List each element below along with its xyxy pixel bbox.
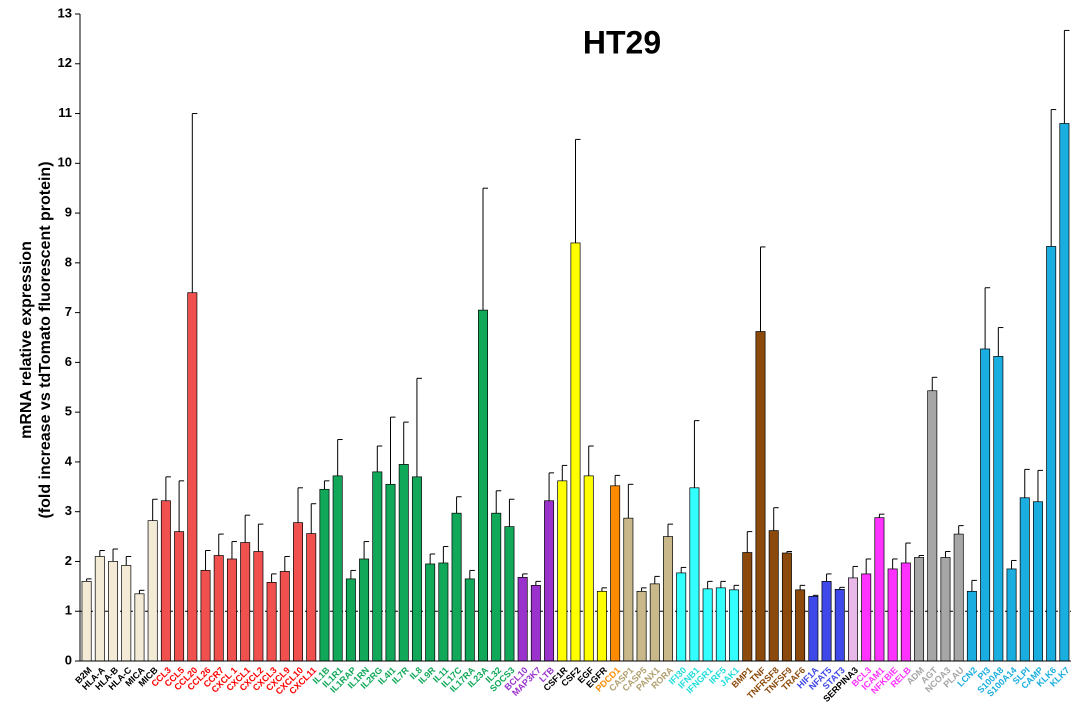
bar	[517, 577, 528, 662]
y-tick-label: 6	[65, 354, 72, 369]
bar	[121, 565, 132, 662]
bar	[174, 531, 185, 662]
bar	[530, 585, 541, 662]
y-tick-label: 12	[58, 55, 72, 70]
bar	[808, 595, 819, 662]
bar	[742, 552, 753, 662]
bar	[1019, 497, 1030, 662]
bar	[160, 500, 171, 662]
bar	[636, 590, 647, 662]
y-tick-label: 2	[65, 553, 72, 568]
bar	[200, 570, 211, 662]
bar	[887, 568, 898, 662]
y-tick-label: 8	[65, 254, 72, 269]
bar	[781, 552, 792, 662]
bar	[319, 488, 330, 662]
bar	[451, 512, 462, 662]
y-tick-label: 1	[65, 603, 72, 618]
bar	[293, 522, 303, 662]
bar	[980, 348, 991, 662]
bar	[861, 573, 872, 662]
bar	[226, 558, 237, 662]
bar	[729, 589, 740, 662]
bar	[332, 475, 343, 662]
y-tick-label: 10	[58, 155, 72, 170]
bar	[755, 331, 766, 662]
bar	[372, 471, 383, 662]
bar	[187, 292, 198, 662]
bar	[874, 517, 885, 662]
bar	[411, 476, 422, 662]
bar	[795, 589, 806, 662]
bar	[966, 590, 977, 662]
bar	[438, 562, 449, 662]
bar	[240, 542, 251, 662]
bar	[425, 563, 436, 662]
bar	[504, 526, 515, 662]
bar	[147, 520, 158, 662]
bar	[623, 517, 634, 662]
bar	[306, 533, 317, 662]
bar	[570, 242, 581, 662]
bar	[702, 588, 713, 662]
y-tick-label: 13	[58, 5, 72, 20]
bar	[914, 557, 925, 662]
bar	[1046, 246, 1057, 662]
bar	[94, 556, 105, 662]
bar	[848, 577, 858, 662]
bar	[821, 581, 832, 662]
y-tick-label: 9	[65, 205, 72, 220]
bar	[1032, 501, 1043, 662]
bar	[715, 587, 726, 662]
bar	[953, 533, 964, 662]
bar	[345, 578, 356, 662]
bar	[398, 464, 409, 662]
bar	[676, 572, 687, 662]
y-tick-label: 5	[65, 404, 72, 419]
bar	[610, 485, 621, 662]
bar	[385, 483, 396, 662]
chart-title: HT29	[583, 24, 661, 60]
bar	[213, 555, 224, 662]
bar	[544, 500, 555, 662]
bar	[108, 561, 119, 662]
y-axis-label: mRNA relative expression	[18, 241, 35, 439]
bar	[1006, 568, 1017, 662]
bar	[940, 557, 951, 662]
bar	[900, 562, 911, 662]
bar	[491, 512, 502, 662]
bar	[663, 536, 673, 662]
bar	[464, 578, 475, 662]
bar	[279, 571, 290, 662]
bar	[359, 558, 370, 662]
y-tick-label: 7	[65, 304, 72, 319]
bar	[478, 309, 488, 662]
y-tick-label: 0	[65, 652, 72, 667]
bar	[81, 581, 92, 662]
y-tick-label: 3	[65, 503, 72, 518]
y-axis-label: (fold increase vs tdTomato fluorescent p…	[37, 161, 54, 518]
bar	[649, 583, 660, 662]
bar	[834, 588, 845, 662]
bar	[557, 480, 568, 662]
y-tick-label: 11	[58, 105, 72, 120]
bar	[1059, 123, 1070, 662]
y-tick-label: 4	[65, 453, 73, 468]
bar	[583, 475, 594, 662]
bar	[768, 530, 779, 662]
bar	[266, 582, 277, 662]
bar	[134, 593, 145, 662]
bar	[253, 551, 264, 662]
bar	[927, 390, 938, 662]
bar	[689, 487, 700, 662]
bar	[993, 356, 1004, 662]
bar	[596, 590, 607, 662]
